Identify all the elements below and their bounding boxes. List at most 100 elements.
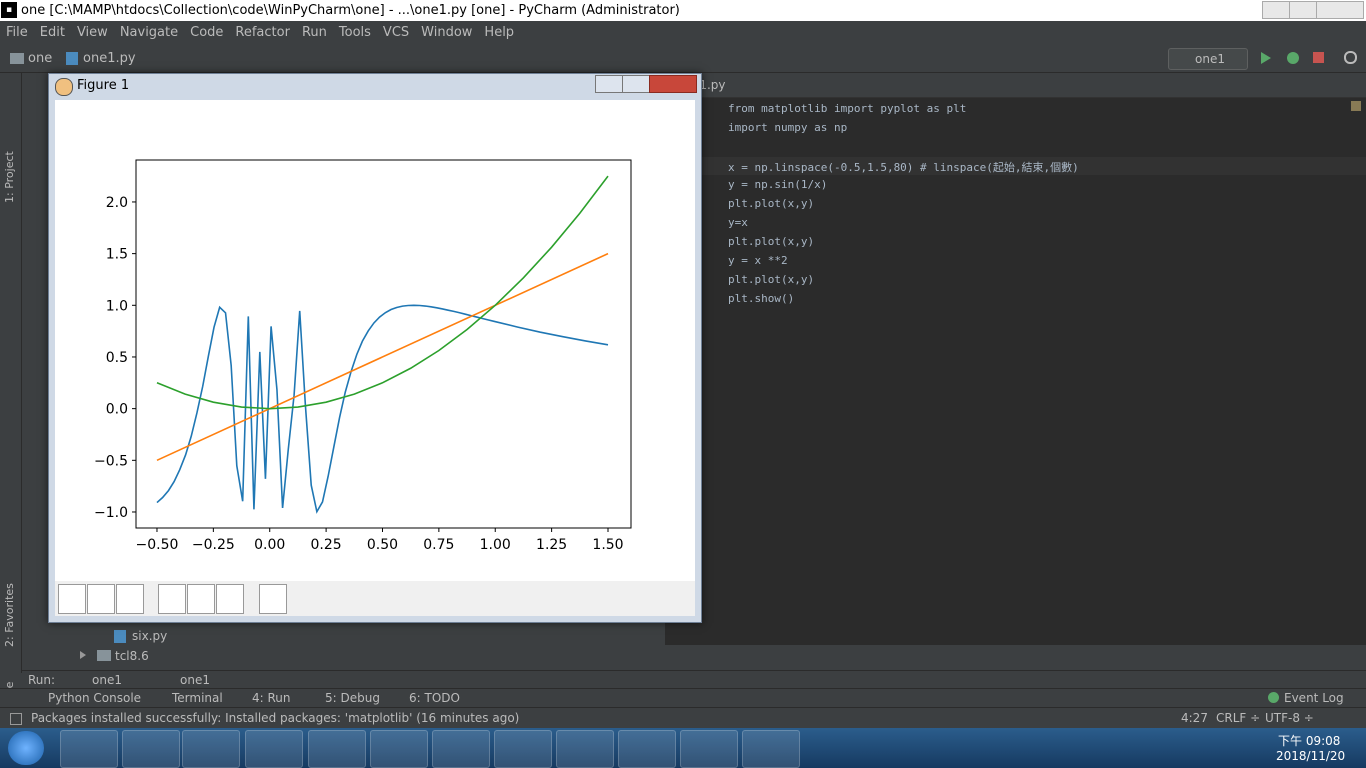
taskbar-button[interactable] [432,730,490,768]
x-tick-label: 1.50 [592,537,623,553]
tool-tab[interactable]: Terminal [172,691,223,705]
minimize-button[interactable] [1262,1,1290,19]
menu-item[interactable]: Code [190,25,224,40]
title-bar: ▪ one [C:\MAMP\htdocs\Collection\code\Wi… [0,0,1366,21]
code-line: plt.plot(x,y) [728,235,815,248]
chart: −0.50 −0.25 0.00 0.25 0.50 0.75 1.00 1.25 1.50 −1… [94,159,632,553]
figure-close[interactable] [649,75,697,93]
x-tick-label: 1.00 [480,537,511,553]
taskbar: 下午 09:08 2018/11/20 [0,728,1366,768]
caret-position[interactable]: 4:27 [1181,711,1208,725]
event-log[interactable]: Event Log [1284,691,1344,705]
taskbar-button[interactable] [742,730,800,768]
code-line: x = np.linspace(-0.5,1.5,80) # linspace(… [728,161,1079,174]
figure-window: Figure 1 −0.50 −0.25 0.00 0.25 0.50 0.75 1.00 1… [48,73,702,623]
run-tab[interactable]: one1 [180,673,210,687]
y-tick-label: 0.0 [106,402,128,418]
menu-bar: File Edit View Navigate Code Refactor Run Tools… [0,21,1366,44]
close-button[interactable] [1316,1,1364,19]
tool-tab[interactable]: 6: TODO [409,691,460,705]
tree-item[interactable]: tcl8.6 [115,649,149,663]
editor: one1.py from matplotlib import pyplot as… [665,73,1366,645]
zoom-button[interactable] [187,584,215,614]
tree-item[interactable]: six.py [132,629,168,643]
breadcrumb[interactable]: one1.py [83,51,136,66]
breadcrumb[interactable]: one [28,51,53,66]
figure-icon [55,78,73,96]
encoding[interactable]: UTF-8 ÷ [1265,711,1314,725]
x-tick-label: −0.50 [136,537,179,553]
code-line: y=x [728,216,748,229]
search-button[interactable] [1344,51,1357,64]
clock-date: 2018/11/20 [1276,749,1346,763]
taskbar-button[interactable] [618,730,676,768]
taskbar-button[interactable] [308,730,366,768]
figure-toolbar [55,581,695,616]
run-bar: Run: one1 one1 [22,670,1366,689]
plot-frame [135,159,632,529]
taskbar-button[interactable] [370,730,428,768]
app-icon: ▪ [1,2,17,18]
back-button[interactable] [87,584,115,614]
x-tick-label: −0.25 [192,537,235,553]
x-tick-label: 0.50 [367,537,398,553]
tool-tab[interactable]: 4: Run [252,691,291,705]
status-bar: Packages installed successfully: Install… [0,707,1366,729]
status-message: Packages installed successfully: Install… [31,711,520,725]
side-tab[interactable]: 2: Favorites [3,583,16,647]
code-line: y = np.sin(1/x) [728,178,828,191]
taskbar-button[interactable] [60,730,118,768]
menu-item[interactable]: VCS [382,25,410,40]
taskbar-button[interactable] [245,730,303,768]
x-tick-label: 0.00 [254,537,285,553]
expand-arrow[interactable] [80,651,86,659]
menu-item[interactable]: Refactor [235,25,290,40]
taskbar-button[interactable] [122,730,180,768]
menu-item[interactable]: Window [421,25,473,40]
menu-item[interactable]: Help [484,25,515,40]
x-tick-label: 0.75 [423,537,454,553]
menu-item[interactable]: Tools [338,25,371,40]
tool-tab[interactable]: Python Console [48,691,142,705]
y-tick-label: −1.0 [94,505,128,521]
inspection-indicator [1351,101,1361,111]
configure-button[interactable] [216,584,244,614]
forward-button[interactable] [116,584,144,614]
home-button[interactable] [58,584,86,614]
x-tick-label: 1.25 [536,537,567,553]
data-line [156,175,609,410]
menu-item[interactable]: File [6,25,28,40]
menu-item[interactable]: Run [301,25,327,40]
editor-tabs: one1.py [665,73,1366,98]
start-button[interactable] [8,731,44,765]
taskbar-button[interactable] [182,730,240,768]
y-tick-label: 0.5 [106,350,128,366]
run-tab[interactable]: one1 [92,673,122,687]
file-icon [114,630,126,643]
run-button[interactable] [1261,52,1271,64]
taskbar-button[interactable] [556,730,614,768]
taskbar-button[interactable] [680,730,738,768]
stop-button[interactable] [1313,52,1324,63]
taskbar-button[interactable] [494,730,552,768]
file-icon [66,52,78,65]
figure-maximize[interactable] [622,75,650,93]
save-button[interactable] [259,584,287,614]
figure-canvas: −0.50 −0.25 0.00 0.25 0.50 0.75 1.00 1.25 1.50 −1… [55,100,695,616]
maximize-button[interactable] [1289,1,1317,19]
side-tab[interactable]: 1: Project [3,151,16,203]
pan-button[interactable] [158,584,186,614]
line-separator[interactable]: CRLF ÷ [1216,711,1261,725]
figure-minimize[interactable] [595,75,623,93]
debug-button[interactable] [1287,52,1299,64]
menu-item[interactable]: View [76,25,108,40]
menu-item[interactable]: Edit [39,25,65,40]
data-line [156,304,609,514]
menu-item[interactable]: Navigate [119,25,179,40]
x-tick-label: 0.25 [311,537,342,553]
tool-tab[interactable]: 5: Debug [325,691,380,705]
run-config-dropdown[interactable]: one1 [1168,48,1248,70]
